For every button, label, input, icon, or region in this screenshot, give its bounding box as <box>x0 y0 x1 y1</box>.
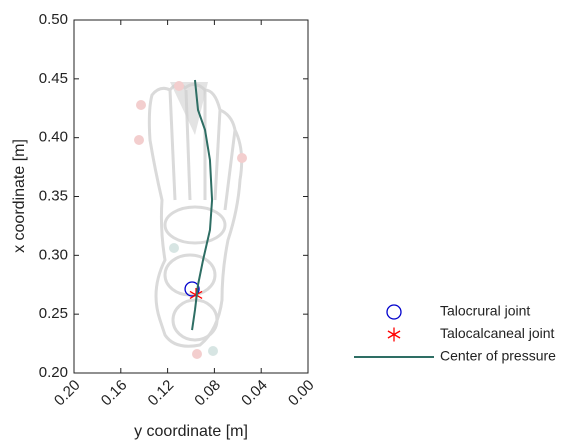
x-tick-label: 0.04 <box>238 377 271 410</box>
y-tick-label: 0.50 <box>39 11 68 28</box>
x-tick-label: 0.08 <box>191 377 224 410</box>
y-tick-label: 0.35 <box>39 187 68 204</box>
line <box>191 79 214 331</box>
y-tick-label: 0.40 <box>39 129 68 146</box>
legend-label: Talocrural joint <box>440 303 530 319</box>
legend-marker <box>387 327 401 342</box>
y-tick-label: 0.30 <box>39 246 68 263</box>
legend-label: Center of pressure <box>440 348 556 364</box>
y-tick-label: 0.20 <box>39 364 68 381</box>
y-tick-label: 0.45 <box>39 70 68 87</box>
y-axis-label: x coordinate [m] <box>11 139 28 253</box>
x-tick-label: 0.00 <box>285 377 318 410</box>
point <box>184 281 200 297</box>
x-tick-label: 0.20 <box>51 377 84 410</box>
asterisk-stroke <box>387 330 401 339</box>
x-tick-label: 0.12 <box>145 377 178 410</box>
foot-image <box>134 81 247 359</box>
x-tick-label: 0.16 <box>98 377 131 410</box>
x-axis-label: y coordinate [m] <box>134 423 248 440</box>
legend-marker <box>386 304 402 320</box>
legend-label: Talocalcaneal joint <box>440 325 555 341</box>
y-tick-label: 0.25 <box>39 305 68 322</box>
